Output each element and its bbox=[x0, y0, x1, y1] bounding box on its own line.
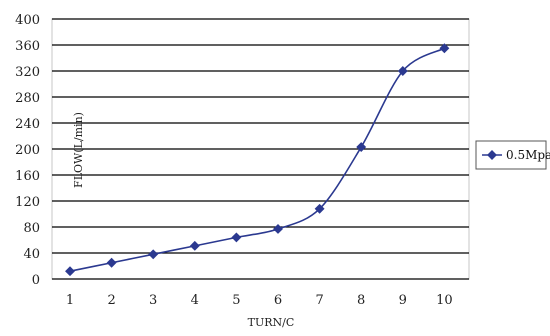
legend-label: 0.5Mpa bbox=[506, 148, 550, 162]
y-tick-label: 80 bbox=[23, 221, 40, 236]
legend-marker bbox=[487, 150, 497, 160]
y-tick-label: 160 bbox=[15, 169, 40, 184]
y-tick-label: 320 bbox=[15, 65, 40, 80]
series-layer bbox=[65, 43, 450, 277]
x-tick-label: 7 bbox=[315, 293, 323, 308]
data-point bbox=[314, 203, 325, 214]
data-point bbox=[148, 249, 159, 260]
data-point bbox=[273, 224, 283, 234]
x-tick-label: 1 bbox=[66, 293, 74, 308]
x-tick-label: 6 bbox=[274, 293, 282, 308]
y-tick-label: 120 bbox=[15, 195, 40, 210]
x-axis-title: TURN/C bbox=[248, 316, 295, 329]
y-tick-label: 40 bbox=[23, 247, 40, 262]
gridlines bbox=[52, 18, 469, 280]
series-line bbox=[69, 47, 445, 272]
x-tick-label: 3 bbox=[149, 293, 157, 308]
y-tick-label: 280 bbox=[15, 91, 40, 106]
x-tick-label: 2 bbox=[107, 293, 115, 308]
legend: 0.5Mpa bbox=[475, 140, 550, 170]
x-tick-labels: 1 2 3 4 5 6 7 8 9 10 bbox=[66, 293, 453, 308]
x-tick-label: 5 bbox=[232, 293, 240, 308]
x-tick-label: 4 bbox=[191, 293, 199, 308]
y-axis-title: FLOW(L/min) bbox=[72, 112, 85, 188]
x-tick-label: 8 bbox=[357, 293, 365, 308]
data-point bbox=[356, 142, 367, 152]
y-tick-label: 360 bbox=[15, 39, 40, 54]
data-point bbox=[189, 240, 200, 251]
x-tick-label: 9 bbox=[399, 293, 407, 308]
data-point bbox=[231, 232, 242, 243]
y-tick-labels: 0 40 80 120 160 200 240 280 320 360 400 bbox=[15, 13, 40, 288]
y-tick-label: 200 bbox=[15, 143, 40, 158]
y-tick-label: 0 bbox=[32, 273, 40, 288]
y-tick-label: 400 bbox=[15, 13, 40, 28]
x-tick-label: 10 bbox=[436, 293, 453, 308]
y-tick-label: 240 bbox=[15, 117, 40, 132]
